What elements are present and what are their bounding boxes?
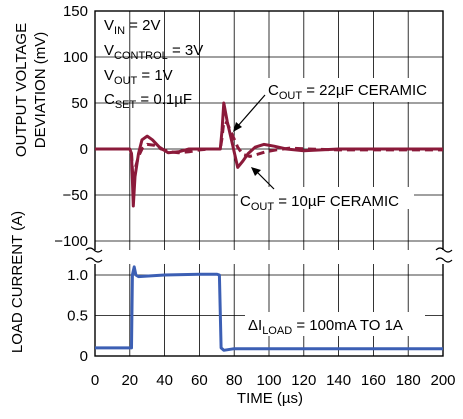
cout22-arrowhead-icon xyxy=(233,122,242,132)
x-tick-label: 200 xyxy=(430,372,455,389)
top-y-tick-label: −50 xyxy=(63,187,88,204)
x-axis-title: TIME (µs) xyxy=(237,390,303,407)
top-y-tick-label: 100 xyxy=(63,49,88,66)
cout10-label: COUT = 10µF CERAMIC xyxy=(240,193,399,213)
bottom-y-tick-label: 0.5 xyxy=(67,308,88,325)
axis-break-left-icon xyxy=(85,247,103,263)
cout22-label-background xyxy=(266,78,438,102)
bottom-y-tick-label: 0 xyxy=(80,348,88,365)
axis-break-right-icon xyxy=(435,247,453,263)
axis-break-gap xyxy=(82,250,452,264)
condition-cset: CSET = 0.1µF xyxy=(104,91,192,111)
top-y-axis-title: OUTPUT VOLTAGE DEVIATION (mV) xyxy=(13,23,49,157)
x-tick-label: 100 xyxy=(256,372,281,389)
cout22-leader-line xyxy=(236,94,266,128)
bottom-y-tick-labels: 1.0 0.5 0 xyxy=(67,267,88,365)
load-current-curve xyxy=(95,265,443,352)
test-conditions: VIN = 2V VCONTROL = 3V VOUT = 1V CSET = … xyxy=(104,17,203,111)
top-y-tick-label: 150 xyxy=(63,3,88,20)
voltage-curve-10uf xyxy=(95,119,443,188)
bottom-y-axis-title: LOAD CURRENT (A) xyxy=(9,211,26,353)
top-y-axis-title-line-2: DEVIATION (mV) xyxy=(32,32,49,148)
cout10-label-background xyxy=(238,187,414,209)
top-y-tick-labels: 150 100 50 0 −50 −100 xyxy=(54,3,88,250)
x-tick-label: 20 xyxy=(121,372,138,389)
top-y-tick-label: 50 xyxy=(71,95,88,112)
x-tick-label: 160 xyxy=(361,372,386,389)
dload-label-background xyxy=(245,312,425,336)
dload-label: ΔILOAD = 100mA TO 1A xyxy=(248,317,403,337)
top-y-axis-title-line-1: OUTPUT VOLTAGE xyxy=(13,23,30,157)
x-tick-label: 140 xyxy=(326,372,351,389)
condition-vcontrol: VCONTROL = 3V xyxy=(104,42,203,62)
cout10-leader-line xyxy=(257,172,275,190)
top-y-tick-label: 0 xyxy=(80,141,88,158)
top-y-tick-label: −100 xyxy=(54,233,88,250)
grid-lines xyxy=(95,11,443,356)
cout10-arrowhead-icon xyxy=(251,167,261,176)
condition-vin: VIN = 2V xyxy=(104,17,160,37)
condition-vout: VOUT = 1V xyxy=(104,67,173,87)
x-tick-label: 60 xyxy=(191,372,208,389)
x-tick-labels: 0 20 40 60 80 100 120 140 160 180 200 xyxy=(91,372,456,389)
x-tick-label: 120 xyxy=(291,372,316,389)
x-tick-label: 40 xyxy=(156,372,173,389)
curves xyxy=(95,101,443,352)
cout22-label: COUT = 22µF CERAMIC xyxy=(268,82,427,102)
x-tick-label: 80 xyxy=(226,372,243,389)
bottom-y-tick-label: 1.0 xyxy=(67,267,88,284)
x-tick-label: 180 xyxy=(396,372,421,389)
x-tick-label: 0 xyxy=(91,372,99,389)
